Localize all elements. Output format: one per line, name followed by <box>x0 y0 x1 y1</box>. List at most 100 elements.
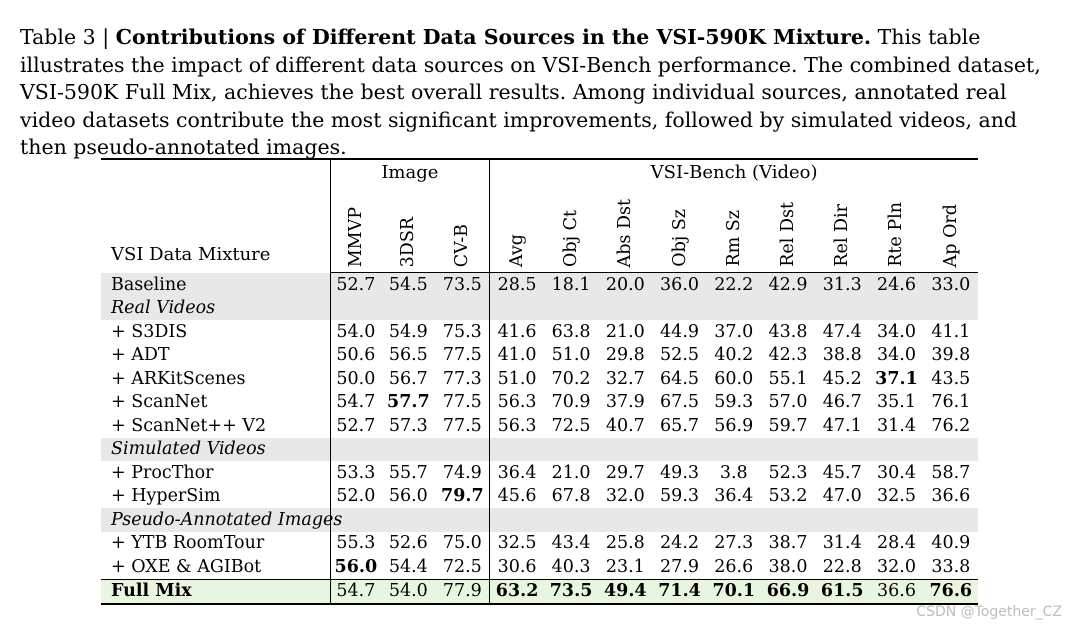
col-rel-dir: Rel Dir <box>815 184 870 273</box>
table-cell: 52.0 <box>336 486 376 507</box>
table-cell: 21.0 <box>551 462 591 483</box>
table-cell: 77.3 <box>435 367 491 391</box>
empty-cell <box>923 437 978 461</box>
table-cell: 47.4 <box>822 321 862 342</box>
table-cell: 27.3 <box>714 533 754 554</box>
table-row: + S3DIS 54.0 54.9 75.3 41.6 63.8 21.0 44.9 37.0 4… <box>101 320 978 344</box>
col-abs-dst: Abs Dst <box>598 184 653 273</box>
empty-cell <box>330 296 382 320</box>
table-cell: 70.9 <box>551 392 591 413</box>
table-cell: 54.7 <box>336 392 376 413</box>
table-cell: 22.2 <box>706 272 761 297</box>
results-table: VSI Data Mixture Image VSI-Bench (Video)… <box>101 158 978 605</box>
watermark: CSDN @Together_CZ <box>916 604 1062 620</box>
table-cell: 60.0 <box>714 368 754 389</box>
table-cell: 32.7 <box>605 368 645 389</box>
table-cell: 44.9 <box>660 321 700 342</box>
table-cell: 45.6 <box>497 486 537 507</box>
table-cell: 36.4 <box>714 486 754 507</box>
row-header: VSI Data Mixture <box>101 158 331 273</box>
table-cell: 29.7 <box>605 462 645 483</box>
table-cell: 72.5 <box>435 555 491 579</box>
table-cell: 54.9 <box>388 321 428 342</box>
caption-title: Contributions of Different Data Sources … <box>115 25 872 49</box>
group-image-header: Image <box>330 158 491 184</box>
empty-cell <box>760 508 816 532</box>
group-label: Real Videos <box>101 296 331 320</box>
table-row: + ARKitScenes 50.0 56.7 77.3 51.0 70.2 32.7 64.… <box>101 367 978 391</box>
table-cell: 38.8 <box>822 345 862 366</box>
empty-cell <box>652 437 707 461</box>
empty-cell <box>598 296 653 320</box>
table-row: + YTB RoomTour 55.3 52.6 75.0 32.5 43.4 25.8 24… <box>101 531 978 555</box>
table-cell: 67.8 <box>551 486 591 507</box>
column-header-row: MMVP 3DSR CV-B Avg Obj Ct Abs Dst Obj Sz… <box>101 184 978 273</box>
table-cell: 50.0 <box>336 368 376 389</box>
table-cell: 72.5 <box>551 415 591 436</box>
table-cell: 21.0 <box>605 321 645 342</box>
table-cell: 67.5 <box>660 392 700 413</box>
empty-cell <box>435 508 491 532</box>
empty-cell <box>869 437 924 461</box>
empty-cell <box>435 437 491 461</box>
table-cell: 66.9 <box>760 578 816 605</box>
empty-cell <box>489 296 544 320</box>
table-cell: 31.3 <box>815 272 870 297</box>
table-cell: 76.6 <box>923 578 978 605</box>
table-cell: 52.3 <box>768 462 808 483</box>
table-caption: Table 3 | Contributions of Different Dat… <box>20 24 1060 162</box>
table-cell: 73.5 <box>543 578 599 605</box>
table-cell: 58.7 <box>931 462 971 483</box>
table-cell: 71.4 <box>652 578 707 605</box>
table-cell: 20.0 <box>598 272 653 297</box>
table-cell: 77.5 <box>435 390 491 414</box>
table-cell: 59.7 <box>768 415 808 436</box>
row-label: + HyperSim <box>101 484 331 508</box>
col-rte-pln: Rte Pln <box>869 184 924 273</box>
table-cell: 76.2 <box>931 415 971 436</box>
table-cell: 56.3 <box>497 392 537 413</box>
empty-cell <box>869 296 924 320</box>
table-cell: 24.6 <box>869 272 924 297</box>
col-cvb: CV-B <box>435 184 491 273</box>
empty-cell <box>815 508 870 532</box>
table-cell: 23.1 <box>605 556 645 577</box>
table-cell: 61.5 <box>815 578 870 605</box>
row-label: + YTB RoomTour <box>101 531 331 555</box>
table-cell: 34.0 <box>876 345 916 366</box>
table-cell: 40.2 <box>714 345 754 366</box>
table-cell: 59.3 <box>714 392 754 413</box>
row-label: + ARKitScenes <box>101 367 331 391</box>
col-3dsr: 3DSR <box>381 184 436 273</box>
table-cell: 77.9 <box>435 578 491 605</box>
empty-cell <box>489 437 544 461</box>
table-cell: 47.1 <box>822 415 862 436</box>
table-cell: 36.6 <box>869 578 924 605</box>
table-cell: 73.5 <box>435 272 491 297</box>
group-label: Pseudo-Annotated Images <box>101 508 342 532</box>
table-cell: 43.5 <box>931 368 971 389</box>
table-cell: 33.0 <box>923 272 978 297</box>
row-label: Baseline <box>101 272 331 297</box>
group-header-row: VSI Data Mixture Image VSI-Bench (Video) <box>101 158 978 273</box>
empty-cell <box>489 508 544 532</box>
table-cell: 28.5 <box>489 272 544 297</box>
empty-cell <box>381 508 436 532</box>
table-cell: 56.0 <box>388 486 428 507</box>
table-cell: 28.4 <box>876 533 916 554</box>
table-cell: 36.0 <box>652 272 707 297</box>
table-cell: 54.0 <box>336 321 376 342</box>
empty-cell <box>435 296 491 320</box>
table-row: + ScanNet 54.7 57.7 77.5 56.3 70.9 37.9 67.5 59.… <box>101 390 978 414</box>
table-cell: 18.1 <box>543 272 599 297</box>
table-cell: 33.8 <box>931 556 971 577</box>
empty-cell <box>598 508 653 532</box>
table-cell: 22.8 <box>822 556 862 577</box>
table-cell: 55.3 <box>336 533 376 554</box>
empty-cell <box>330 508 382 532</box>
table-cell: 40.3 <box>551 556 591 577</box>
table-cell: 30.4 <box>876 462 916 483</box>
table-cell: 54.7 <box>330 578 382 605</box>
table-cell: 54.5 <box>381 272 436 297</box>
table-cell: 45.7 <box>822 462 862 483</box>
